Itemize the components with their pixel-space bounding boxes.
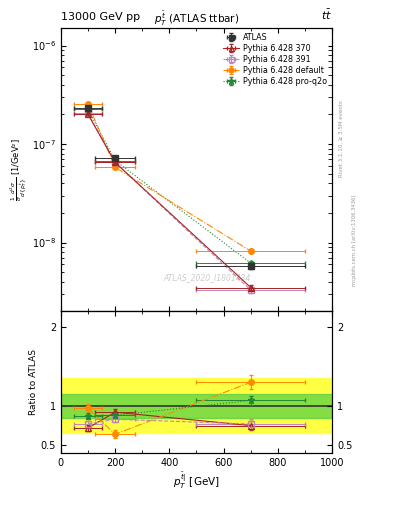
Bar <box>61 378 332 434</box>
Text: $t\bar{t}$: $t\bar{t}$ <box>321 7 332 22</box>
Y-axis label: $\frac{1}{\sigma}\frac{d^2\sigma}{d\{p_T^{\bar{t}}\}}$ [1/GeV²]: $\frac{1}{\sigma}\frac{d^2\sigma}{d\{p_T… <box>8 138 29 201</box>
Text: Rivet 3.1.10, ≥ 3.5M events: Rivet 3.1.10, ≥ 3.5M events <box>339 100 344 177</box>
Text: 13000 GeV pp: 13000 GeV pp <box>61 11 140 22</box>
Text: mcplots.cern.ch [arXiv:1306.3436]: mcplots.cern.ch [arXiv:1306.3436] <box>352 195 357 286</box>
Legend: ATLAS, Pythia 6.428 370, Pythia 6.428 391, Pythia 6.428 default, Pythia 6.428 pr: ATLAS, Pythia 6.428 370, Pythia 6.428 39… <box>220 31 330 89</box>
Title: $p_T^{\bar{t}}$ (ATLAS ttbar): $p_T^{\bar{t}}$ (ATLAS ttbar) <box>154 10 239 28</box>
Text: ATLAS_2020_I1801434: ATLAS_2020_I1801434 <box>163 273 251 282</box>
X-axis label: $p^{\bar{t}|}_{T}$ [GeV]: $p^{\bar{t}|}_{T}$ [GeV] <box>173 471 220 491</box>
Y-axis label: Ratio to ATLAS: Ratio to ATLAS <box>29 349 38 415</box>
Bar <box>61 394 332 418</box>
